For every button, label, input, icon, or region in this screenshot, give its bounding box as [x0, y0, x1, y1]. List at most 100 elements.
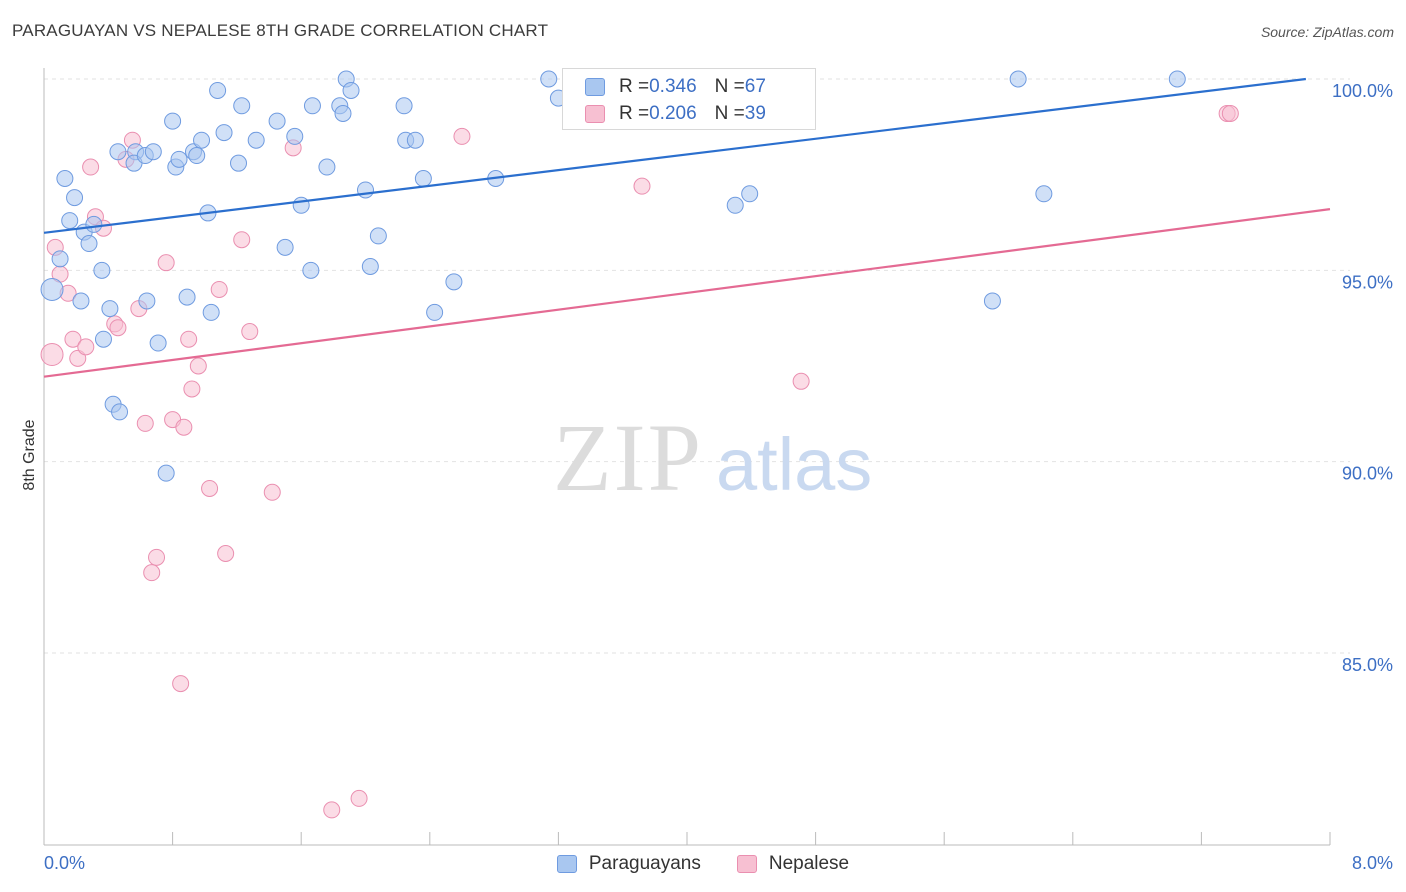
nepalese-point[interactable] [189, 357, 207, 375]
nepalese-point[interactable] [69, 349, 87, 367]
paraguayans-point[interactable] [334, 104, 352, 122]
paraguayans-point[interactable] [303, 97, 321, 115]
paraguayans-point[interactable] [361, 258, 379, 276]
paraguayans-point[interactable] [247, 131, 265, 149]
paraguayans-point[interactable] [369, 227, 387, 245]
source-credit: Source: ZipAtlas.com [1260, 24, 1394, 40]
paraguayans-point[interactable] [983, 292, 1001, 310]
paraguayans-point[interactable] [215, 124, 233, 142]
paraguayans-point[interactable] [445, 273, 463, 291]
nepalese-point[interactable] [136, 414, 154, 432]
nepalese-point[interactable] [233, 231, 251, 249]
paraguayans-point[interactable] [188, 147, 206, 165]
nepalese-point[interactable] [1221, 104, 1239, 122]
paraguayans-point[interactable] [111, 403, 129, 421]
paraguayans-point[interactable] [268, 112, 286, 130]
paraguayans-point[interactable] [157, 464, 175, 482]
nepalese-point[interactable] [201, 479, 219, 497]
watermark-atlas: atlas [716, 423, 872, 506]
nepalese-point[interactable] [148, 548, 166, 566]
paraguayans-point[interactable] [741, 185, 759, 203]
nepalese-point[interactable] [143, 564, 161, 582]
stats-legend: R = 0.346 N = 67 R = 0.206 N = 39 [562, 68, 816, 130]
nepalese-point[interactable] [453, 127, 471, 145]
nepalese-points [40, 104, 1239, 819]
nepalese-point[interactable] [210, 280, 228, 298]
nepalese-point[interactable] [241, 323, 259, 341]
legend-label-paraguayans: Paraguayans [588, 853, 701, 874]
paraguayans-point[interactable] [178, 288, 196, 306]
paraguayans-point[interactable] [149, 334, 167, 352]
paraguayans-point[interactable] [138, 292, 156, 310]
nepalese-point[interactable] [40, 343, 64, 367]
nepalese-point[interactable] [172, 675, 190, 693]
paraguayans-point[interactable] [1035, 185, 1053, 203]
paraguayans-point[interactable] [230, 154, 248, 172]
paraguayans-point[interactable] [144, 143, 162, 161]
nepalese-point[interactable] [792, 372, 810, 390]
paraguayans-point[interactable] [72, 292, 90, 310]
nepalese-point[interactable] [157, 254, 175, 272]
y-tick-label: 95.0% [1342, 272, 1393, 292]
paraguayans-point[interactable] [292, 196, 310, 214]
paraguayans-point[interactable] [426, 303, 444, 321]
paraguayans-point[interactable] [357, 181, 374, 199]
paraguayans-point[interactable] [80, 235, 98, 253]
nepalese-point[interactable] [633, 177, 651, 195]
paraguayans-point[interactable] [726, 196, 744, 214]
paraguayans-point[interactable] [342, 81, 360, 99]
paraguayans-point[interactable] [109, 143, 127, 161]
paraguayans-point[interactable] [85, 215, 103, 233]
paraguayans-point[interactable] [66, 189, 84, 207]
nepalese-point[interactable] [64, 330, 82, 348]
paraguayans-swatch [585, 78, 605, 96]
nepalese-point[interactable] [82, 158, 100, 176]
paraguayans-point[interactable] [406, 131, 424, 149]
paraguayans-point[interactable] [164, 112, 182, 130]
trend-lines [43, 77, 1331, 378]
paraguayans-point[interactable] [101, 300, 119, 318]
nepalese-point[interactable] [350, 789, 368, 807]
paraguayans-point[interactable] [93, 261, 111, 279]
paraguayans-point[interactable] [56, 169, 74, 187]
legend-row-nepalese: R = 0.206 N = 39 [585, 101, 766, 127]
paraguayans-legend-swatch [556, 855, 577, 873]
paraguayans-point[interactable] [61, 212, 79, 230]
legend-item-nepalese[interactable]: Nepalese [736, 853, 850, 875]
paraguayans-point[interactable] [40, 277, 64, 301]
chart-title: PARAGUAYAN VS NEPALESE 8TH GRADE CORRELA… [12, 21, 549, 40]
paraguayans-point[interactable] [202, 303, 220, 321]
paraguayans-point[interactable] [276, 238, 294, 256]
paraguayans-point[interactable] [395, 97, 413, 115]
nepalese-point[interactable] [183, 380, 201, 398]
paraguayans-point[interactable] [94, 330, 112, 348]
paraguayans-point[interactable] [51, 250, 69, 268]
nepalese-point[interactable] [180, 330, 198, 348]
paraguayans-point[interactable] [1168, 70, 1186, 88]
legend-item-paraguayans[interactable]: Paraguayans [556, 853, 701, 875]
x-tick-label-max: 8.0% [1352, 853, 1393, 873]
paraguayans-point[interactable] [318, 158, 336, 176]
nepalese-point[interactable] [175, 418, 193, 436]
r-label: R = [619, 103, 650, 124]
paraguayans-point[interactable] [286, 127, 304, 145]
paraguayans-point[interactable] [233, 97, 251, 115]
paraguayans-point[interactable] [1009, 70, 1027, 88]
paraguayans-point[interactable] [414, 169, 432, 187]
paraguayans-point[interactable] [540, 70, 558, 88]
legend-label-nepalese: Nepalese [768, 853, 850, 874]
paraguayans-point[interactable] [209, 81, 227, 99]
paraguayans-point[interactable] [302, 261, 320, 279]
nepalese-point[interactable] [77, 338, 95, 356]
nepalese-point[interactable] [323, 801, 341, 819]
paraguayans-point[interactable] [170, 150, 188, 168]
axes [43, 68, 1331, 846]
paraguayans-points [40, 70, 1186, 482]
paraguayans-point[interactable] [193, 131, 211, 149]
nepalese-point[interactable] [263, 483, 281, 501]
nepalese-legend-swatch [736, 855, 757, 873]
nepalese-point[interactable] [109, 319, 127, 337]
n-label: N = [714, 76, 745, 97]
nepalese-point[interactable] [217, 545, 235, 563]
